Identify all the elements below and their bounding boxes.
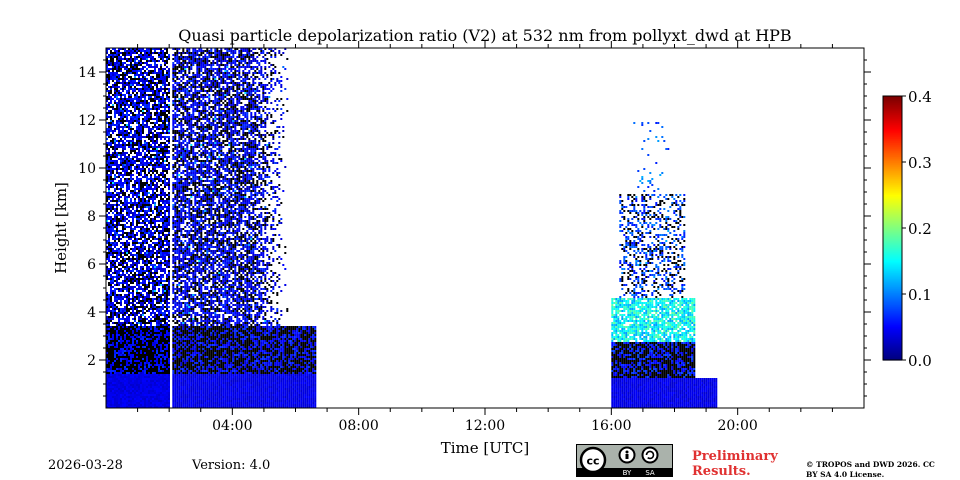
- heatmap-night-segment-1: [106, 48, 170, 408]
- x-tick-label: 04:00: [212, 418, 252, 434]
- x-tick-label: 20:00: [717, 418, 757, 434]
- sa-icon: [641, 446, 659, 464]
- colorbar: 0.0 0.1 0.2 0.3 0.4: [882, 88, 932, 370]
- y-tick-label: 14: [78, 65, 96, 81]
- cc-license-badge[interactable]: cc BY SA: [576, 444, 673, 477]
- cc-text: cc: [586, 455, 599, 468]
- by-text: BY: [623, 469, 632, 476]
- y-axis-label: Height [km]: [52, 182, 70, 274]
- heatmap-night-segment-2: [172, 48, 317, 408]
- date-label: 2026-03-28: [48, 458, 123, 473]
- x-tick-label: 16:00: [591, 418, 631, 434]
- x-axis-label: Time [UTC]: [441, 439, 530, 457]
- cc-icon: [579, 446, 607, 474]
- y-tick-label: 4: [87, 305, 96, 321]
- colorbar-tick-label: 0.2: [908, 220, 932, 238]
- sa-text: SA: [645, 469, 655, 476]
- y-tick-label: 12: [78, 113, 96, 129]
- colorbar-tick-label: 0.3: [908, 154, 932, 172]
- version-label: Version: 4.0: [192, 458, 271, 473]
- y-tick-label: 2: [87, 353, 96, 369]
- y-tick-label: 10: [78, 161, 96, 177]
- copyright-label: © TROPOS and DWD 2026. CC BY SA 4.0 Lice…: [806, 460, 935, 479]
- preliminary-results-label: Preliminary Results.: [692, 449, 778, 479]
- y-tick-label: 8: [87, 209, 96, 225]
- chart-title: Quasi particle depolarization ratio (V2)…: [178, 26, 791, 45]
- x-tick-label: 12:00: [465, 418, 505, 434]
- colorbar-tick-label: 0.1: [908, 286, 932, 304]
- x-tick-label: 08:00: [338, 418, 378, 434]
- heatmap-evening-segment: [611, 122, 718, 408]
- colorbar-tick-label: 0.0: [908, 352, 932, 370]
- y-tick-label: 6: [87, 257, 96, 273]
- colorbar-tick-label: 0.4: [908, 88, 932, 106]
